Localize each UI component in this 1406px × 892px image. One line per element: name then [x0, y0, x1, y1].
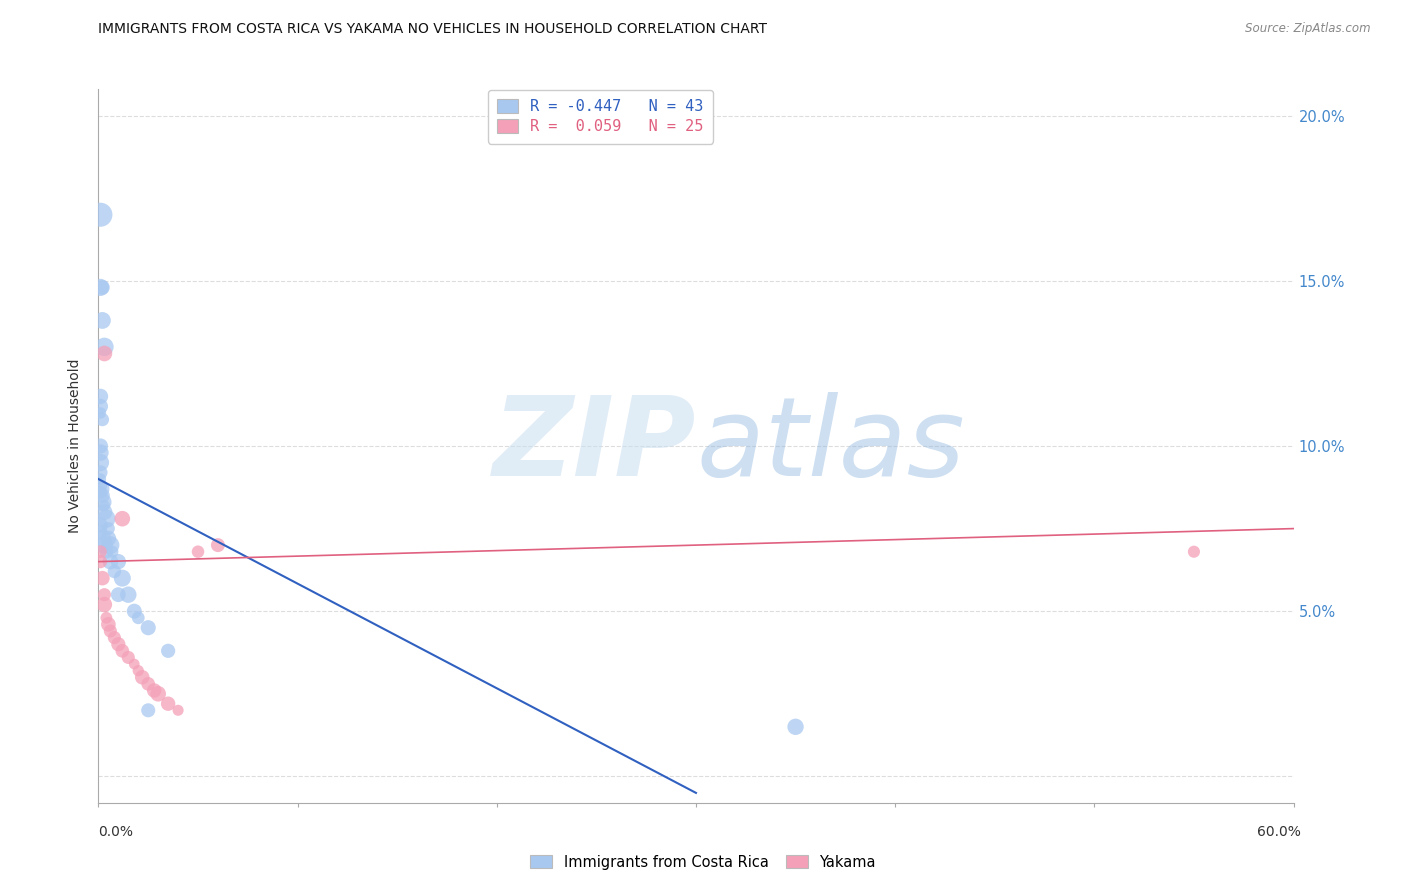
Point — [101, 545, 124, 559]
Point — [89, 280, 111, 294]
Point — [143, 683, 166, 698]
Point — [148, 687, 170, 701]
Text: 0.0%: 0.0% — [98, 825, 134, 839]
Point — [97, 522, 120, 536]
Point — [89, 472, 111, 486]
Point — [91, 489, 114, 503]
Point — [89, 406, 111, 420]
Point — [124, 657, 146, 671]
Point — [1182, 545, 1205, 559]
Point — [93, 346, 115, 360]
Point — [785, 720, 807, 734]
Point — [111, 511, 134, 525]
Point — [93, 505, 115, 519]
Point — [117, 588, 139, 602]
Point — [136, 621, 159, 635]
Point — [91, 313, 114, 327]
Point — [89, 518, 111, 533]
Point — [103, 565, 125, 579]
Point — [91, 412, 114, 426]
Point — [89, 208, 111, 222]
Point — [157, 644, 180, 658]
Point — [127, 611, 149, 625]
Point — [111, 571, 134, 585]
Point — [97, 617, 120, 632]
Point — [91, 532, 114, 546]
Point — [93, 588, 115, 602]
Point — [89, 485, 111, 500]
Point — [124, 604, 146, 618]
Point — [131, 670, 153, 684]
Point — [89, 445, 111, 459]
Text: 60.0%: 60.0% — [1257, 825, 1301, 839]
Point — [91, 571, 114, 585]
Point — [111, 644, 134, 658]
Point — [136, 677, 159, 691]
Point — [89, 439, 111, 453]
Point — [89, 478, 111, 492]
Point — [93, 499, 115, 513]
Point — [136, 703, 159, 717]
Point — [91, 280, 114, 294]
Text: Source: ZipAtlas.com: Source: ZipAtlas.com — [1246, 22, 1371, 36]
Point — [127, 664, 149, 678]
Point — [89, 456, 111, 470]
Point — [117, 650, 139, 665]
Point — [93, 340, 115, 354]
Point — [96, 511, 118, 525]
Point — [100, 624, 122, 638]
Point — [89, 545, 111, 559]
Point — [93, 598, 115, 612]
Point — [107, 555, 129, 569]
Legend: Immigrants from Costa Rica, Yakama: Immigrants from Costa Rica, Yakama — [524, 849, 882, 876]
Point — [89, 400, 111, 414]
Point — [207, 538, 229, 552]
Point — [107, 637, 129, 651]
Legend: R = -0.447   N = 43, R =  0.059   N = 25: R = -0.447 N = 43, R = 0.059 N = 25 — [488, 90, 713, 144]
Point — [187, 545, 209, 559]
Point — [89, 389, 111, 403]
Point — [89, 466, 111, 480]
Text: ZIP: ZIP — [492, 392, 696, 500]
Point — [157, 697, 180, 711]
Point — [100, 555, 122, 569]
Point — [96, 611, 118, 625]
Point — [107, 588, 129, 602]
Point — [167, 703, 190, 717]
Point — [89, 482, 111, 496]
Point — [103, 631, 125, 645]
Point — [89, 555, 111, 569]
Point — [91, 495, 114, 509]
Text: IMMIGRANTS FROM COSTA RICA VS YAKAMA NO VEHICLES IN HOUSEHOLD CORRELATION CHART: IMMIGRANTS FROM COSTA RICA VS YAKAMA NO … — [98, 22, 768, 37]
Point — [97, 532, 120, 546]
Point — [93, 538, 115, 552]
Point — [100, 538, 122, 552]
Point — [96, 545, 118, 559]
Point — [89, 524, 111, 539]
Y-axis label: No Vehicles in Household: No Vehicles in Household — [69, 359, 83, 533]
Text: atlas: atlas — [696, 392, 965, 500]
